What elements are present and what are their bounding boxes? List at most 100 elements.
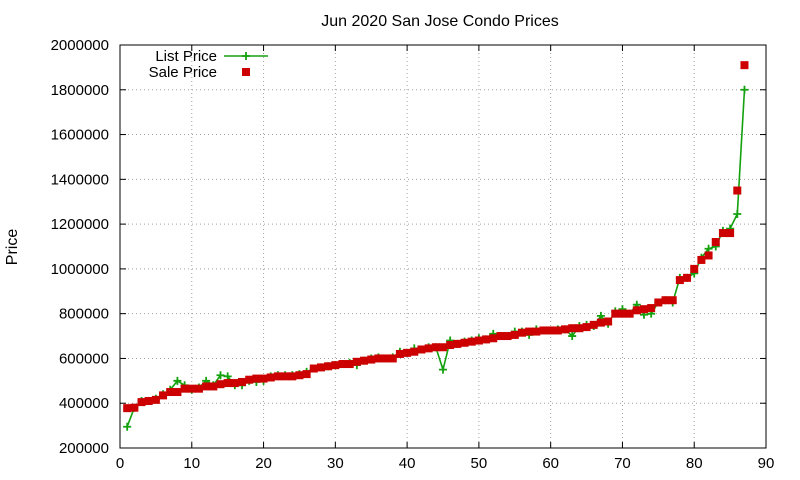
sale-price-point bbox=[180, 384, 189, 393]
sale-price-point bbox=[252, 374, 261, 383]
plot-frame bbox=[119, 44, 767, 449]
y-tick-label: 1200000 bbox=[51, 216, 109, 233]
list-price-point bbox=[173, 376, 182, 385]
sale-price-point bbox=[611, 309, 620, 318]
list-price-point bbox=[733, 210, 742, 219]
x-tick-label: 80 bbox=[686, 455, 703, 472]
sale-price-point bbox=[338, 360, 347, 369]
sale-price-point bbox=[639, 305, 648, 314]
x-tick-label: 90 bbox=[758, 455, 775, 472]
sale-price-point bbox=[295, 371, 304, 380]
sale-price-point bbox=[381, 354, 390, 363]
legend-marker-sale-price bbox=[242, 68, 250, 76]
sale-price-point bbox=[625, 309, 634, 318]
sale-price-point bbox=[568, 324, 577, 333]
sale-price-point bbox=[740, 61, 749, 70]
sale-price-point bbox=[683, 273, 692, 282]
sale-price-point bbox=[345, 360, 354, 369]
sale-price-point bbox=[697, 255, 706, 264]
sale-price-point bbox=[374, 354, 383, 363]
sale-price-point bbox=[596, 318, 605, 327]
sale-price-point bbox=[360, 356, 369, 365]
sale-price-point bbox=[582, 323, 591, 332]
y-tick-label: 200000 bbox=[59, 440, 109, 457]
legend-label-sale-price: Sale Price bbox=[149, 64, 217, 81]
sale-price-point bbox=[230, 379, 239, 388]
sale-price-point bbox=[460, 338, 469, 347]
sale-price-point bbox=[439, 343, 447, 352]
sale-price-point bbox=[259, 374, 268, 383]
sale-price-point bbox=[395, 349, 404, 358]
sale-price-point bbox=[726, 229, 735, 238]
sale-price-point bbox=[453, 339, 462, 348]
x-tick-label: 40 bbox=[399, 455, 416, 472]
sale-price-point bbox=[718, 229, 727, 238]
y-tick-label: 800000 bbox=[59, 306, 109, 323]
list-price-point bbox=[596, 311, 605, 320]
sale-price-point bbox=[675, 276, 684, 285]
sale-price-point bbox=[467, 337, 476, 346]
sale-price-point bbox=[173, 388, 182, 397]
sale-price-point bbox=[661, 296, 670, 305]
sale-price-point bbox=[733, 186, 742, 195]
chart-title: Jun 2020 San Jose Condo Prices bbox=[321, 13, 558, 30]
y-tick-label: 400000 bbox=[59, 395, 109, 412]
sale-price-point bbox=[388, 354, 397, 363]
legend-label-list-price: List Price bbox=[155, 48, 217, 65]
axes: 0 10 20 30 40 50 60 70 80 90 200000 400000 600000 800… bbox=[51, 37, 775, 472]
sale-price-point bbox=[496, 332, 505, 341]
sale-price-point bbox=[151, 395, 160, 404]
sale-price-point bbox=[632, 306, 641, 315]
sale-price-point bbox=[144, 396, 153, 405]
sale-price-point bbox=[424, 344, 433, 353]
sale-price-point bbox=[316, 363, 325, 372]
sale-price-point bbox=[331, 361, 340, 370]
y-axis-label: Price bbox=[4, 229, 21, 266]
x-tick-label: 60 bbox=[542, 455, 559, 472]
x-tick-label: 20 bbox=[255, 455, 272, 472]
x-tick-label: 30 bbox=[327, 455, 344, 472]
sale-price-point bbox=[273, 372, 282, 381]
list-price-point bbox=[123, 422, 132, 431]
sale-price-point bbox=[690, 264, 699, 273]
sale-price-point bbox=[575, 324, 584, 333]
sale-price-point bbox=[281, 372, 290, 381]
sale-price-point bbox=[539, 326, 548, 335]
sale-price-point bbox=[510, 330, 519, 339]
sale-price-point bbox=[367, 355, 376, 364]
sale-price-point bbox=[159, 391, 168, 400]
sale-price-point bbox=[202, 382, 211, 391]
sale-price-point bbox=[589, 320, 598, 329]
sale-price-point bbox=[137, 398, 146, 407]
list-price-point bbox=[740, 85, 749, 94]
sale-price-point bbox=[561, 325, 570, 334]
y-tick-label: 1800000 bbox=[51, 82, 109, 99]
list-price-point bbox=[568, 332, 577, 341]
sale-price-point bbox=[517, 328, 526, 337]
y-tick-label: 1400000 bbox=[51, 171, 109, 188]
sale-price-point bbox=[532, 327, 541, 336]
sale-price-point bbox=[489, 334, 498, 343]
y-tick-label: 1000000 bbox=[51, 261, 109, 278]
sale-price-point bbox=[209, 382, 218, 391]
sale-price-point bbox=[647, 304, 656, 313]
sale-price-point bbox=[130, 403, 139, 412]
list-price-point bbox=[704, 244, 713, 253]
sale-price-point bbox=[187, 384, 196, 393]
sale-price-point bbox=[309, 364, 318, 373]
sale-price-point bbox=[553, 326, 562, 335]
sale-price-point bbox=[410, 347, 419, 356]
sale-price-point bbox=[352, 357, 361, 366]
sale-price-point bbox=[431, 343, 440, 352]
sale-price-point bbox=[403, 348, 412, 357]
sale-price-point bbox=[324, 362, 333, 371]
sale-price-point bbox=[446, 341, 455, 350]
y-tick-label: 2000000 bbox=[51, 37, 109, 54]
sale-price-point bbox=[618, 309, 627, 318]
sale-price-point bbox=[266, 373, 275, 382]
legend-marker-list-price bbox=[242, 52, 250, 60]
sale-price-point bbox=[482, 335, 491, 344]
